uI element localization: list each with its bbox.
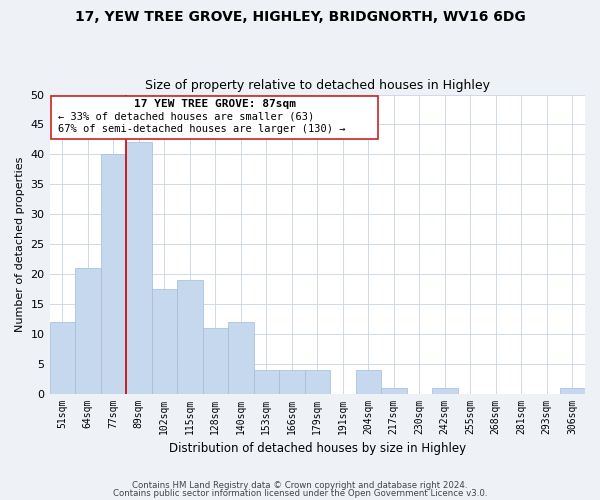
Bar bbox=[432, 388, 458, 394]
Bar bbox=[203, 328, 228, 394]
Title: Size of property relative to detached houses in Highley: Size of property relative to detached ho… bbox=[145, 79, 490, 92]
Bar bbox=[126, 142, 152, 394]
Text: Contains HM Land Registry data © Crown copyright and database right 2024.: Contains HM Land Registry data © Crown c… bbox=[132, 481, 468, 490]
Bar bbox=[152, 289, 177, 394]
Bar bbox=[279, 370, 305, 394]
Bar bbox=[305, 370, 330, 394]
Bar bbox=[560, 388, 585, 394]
X-axis label: Distribution of detached houses by size in Highley: Distribution of detached houses by size … bbox=[169, 442, 466, 455]
Text: 67% of semi-detached houses are larger (130) →: 67% of semi-detached houses are larger (… bbox=[58, 124, 346, 134]
Bar bbox=[381, 388, 407, 394]
Bar bbox=[356, 370, 381, 394]
Text: 17 YEW TREE GROVE: 87sqm: 17 YEW TREE GROVE: 87sqm bbox=[134, 98, 296, 108]
Bar bbox=[51, 96, 379, 140]
Bar bbox=[228, 322, 254, 394]
Bar bbox=[177, 280, 203, 394]
Bar bbox=[75, 268, 101, 394]
Text: 17, YEW TREE GROVE, HIGHLEY, BRIDGNORTH, WV16 6DG: 17, YEW TREE GROVE, HIGHLEY, BRIDGNORTH,… bbox=[74, 10, 526, 24]
Text: ← 33% of detached houses are smaller (63): ← 33% of detached houses are smaller (63… bbox=[58, 112, 315, 122]
Text: Contains public sector information licensed under the Open Government Licence v3: Contains public sector information licen… bbox=[113, 488, 487, 498]
Bar bbox=[254, 370, 279, 394]
Y-axis label: Number of detached properties: Number of detached properties bbox=[15, 156, 25, 332]
Bar bbox=[50, 322, 75, 394]
Bar bbox=[101, 154, 126, 394]
